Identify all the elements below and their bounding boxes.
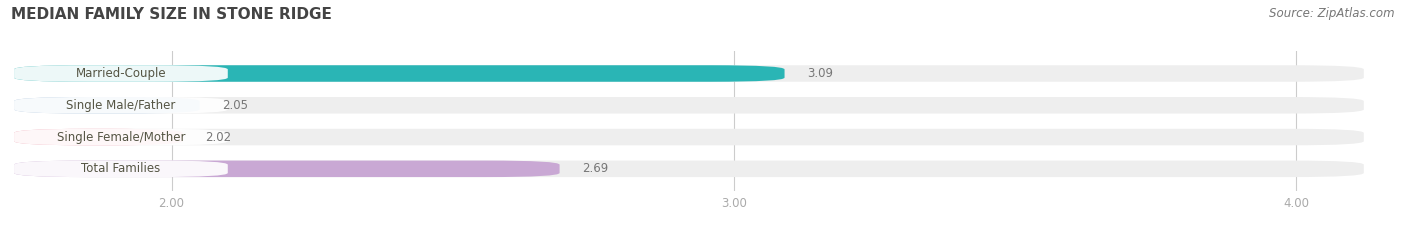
FancyBboxPatch shape xyxy=(14,161,560,177)
Text: 3.09: 3.09 xyxy=(807,67,832,80)
FancyBboxPatch shape xyxy=(14,97,200,113)
FancyBboxPatch shape xyxy=(14,129,1364,145)
Text: MEDIAN FAMILY SIZE IN STONE RIDGE: MEDIAN FAMILY SIZE IN STONE RIDGE xyxy=(11,7,332,22)
Text: Source: ZipAtlas.com: Source: ZipAtlas.com xyxy=(1270,7,1395,20)
Text: 2.05: 2.05 xyxy=(222,99,247,112)
FancyBboxPatch shape xyxy=(14,65,785,82)
Text: 2.02: 2.02 xyxy=(205,130,232,144)
FancyBboxPatch shape xyxy=(14,129,183,145)
FancyBboxPatch shape xyxy=(14,97,228,113)
FancyBboxPatch shape xyxy=(14,129,228,145)
Text: Married-Couple: Married-Couple xyxy=(76,67,166,80)
FancyBboxPatch shape xyxy=(14,161,1364,177)
Text: Single Female/Mother: Single Female/Mother xyxy=(56,130,186,144)
Text: 2.69: 2.69 xyxy=(582,162,609,175)
FancyBboxPatch shape xyxy=(14,97,1364,113)
Text: Total Families: Total Families xyxy=(82,162,160,175)
Text: Single Male/Father: Single Male/Father xyxy=(66,99,176,112)
FancyBboxPatch shape xyxy=(14,65,1364,82)
FancyBboxPatch shape xyxy=(14,65,228,82)
FancyBboxPatch shape xyxy=(14,161,228,177)
